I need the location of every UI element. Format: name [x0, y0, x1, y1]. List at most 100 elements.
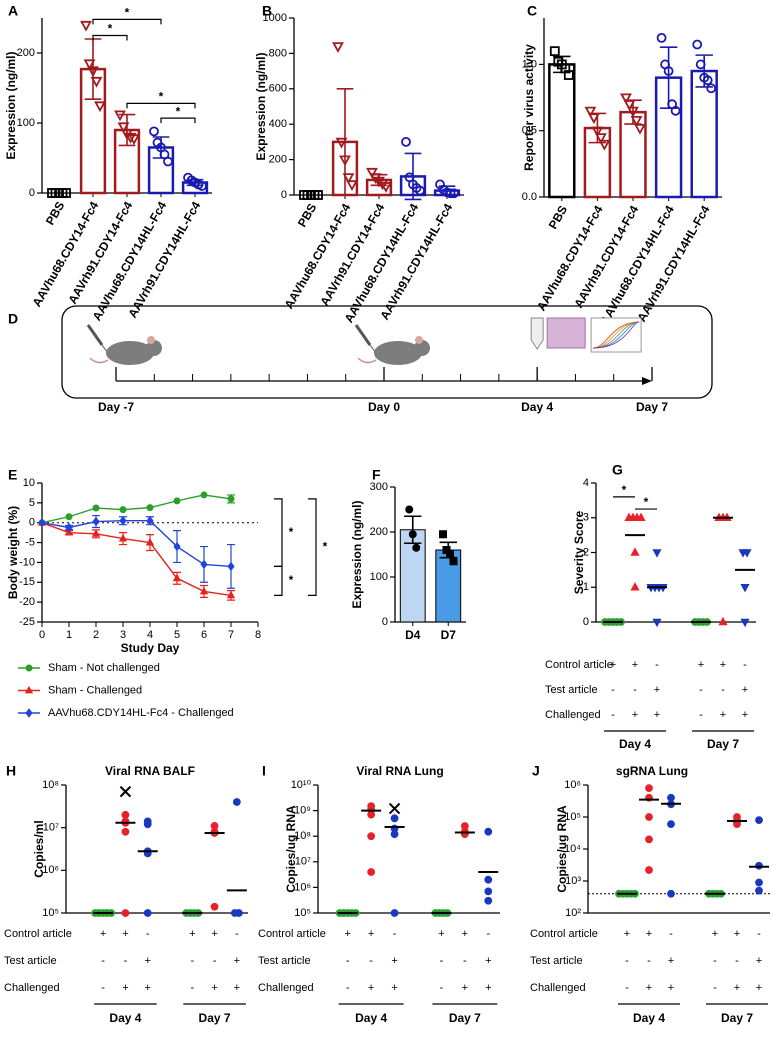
marker [367, 868, 376, 876]
x-tick-label: 2 [93, 629, 99, 641]
y-tick-label: 300 [370, 481, 388, 493]
significance-bracket [274, 565, 283, 596]
significance-bracket [92, 18, 162, 25]
x-tick-label: 4 [147, 629, 153, 641]
y-tick-label: -5 [25, 536, 35, 548]
x-tick-label: PBS [295, 201, 319, 229]
panel-label: A [8, 3, 18, 19]
row-mark: - [713, 955, 717, 967]
y-tick-label: 10⁵ [42, 907, 59, 919]
x-tick-label: 8 [255, 629, 261, 641]
row-mark: + [742, 684, 748, 696]
marker [740, 618, 750, 628]
row-mark: + [368, 982, 374, 994]
row-mark: + [646, 982, 652, 994]
row-mark: - [655, 659, 659, 671]
row-mark: - [625, 955, 629, 967]
marker [143, 820, 152, 829]
timeline-label: Day 0 [368, 400, 400, 414]
marker [645, 813, 653, 821]
marker [143, 909, 152, 917]
marker [234, 909, 243, 917]
mouse-tail [357, 357, 377, 364]
marker [484, 887, 493, 896]
mouse-ear [415, 336, 423, 344]
row-mark: + [756, 955, 762, 967]
y-tick-label: 100 [17, 117, 35, 129]
chart-title: Viral RNA Lung [356, 764, 443, 778]
marker [652, 618, 662, 628]
y-tick-label: -25 [19, 616, 35, 628]
marker [663, 66, 674, 76]
chart-title: Viral RNA BALF [105, 764, 195, 778]
y-tick-label: 10 [23, 477, 35, 489]
row-label: Challenged [530, 982, 586, 994]
marker [630, 547, 640, 556]
y-tick-label: 1 [583, 581, 589, 593]
y-tick-label: 800 [269, 47, 287, 59]
marker [80, 20, 92, 32]
assay-curve [593, 321, 640, 349]
row-mark: - [699, 709, 703, 721]
timeline-label: Day 7 [636, 400, 668, 414]
marker [670, 105, 681, 116]
row-mark: + [654, 709, 660, 721]
marker [446, 550, 454, 559]
timeline-label: Day -7 [98, 400, 134, 414]
marker [667, 889, 675, 898]
series-line [41, 522, 232, 597]
y-tick-label: 0 [281, 189, 287, 201]
marker [117, 122, 130, 134]
row-mark: - [611, 709, 615, 721]
row-mark: - [440, 982, 444, 994]
marker [627, 106, 639, 118]
day-label: Day 4 [109, 1011, 141, 1025]
x-tick-label: PBS [546, 203, 570, 231]
y-tick-label: 1.0 [522, 58, 537, 70]
y-tick-label: 0.0 [522, 191, 537, 203]
marker [61, 188, 71, 198]
row-label: Control article [4, 928, 72, 940]
row-mark: - [190, 955, 194, 967]
row-mark: + [211, 982, 217, 994]
y-tick-label: 1000 [263, 12, 287, 24]
y-tick-label: 3 [583, 512, 589, 524]
marker [645, 835, 653, 844]
panel-label: G [612, 462, 623, 478]
marker [401, 136, 411, 147]
row-mark: - [101, 982, 105, 994]
y-tick-label: 200 [17, 47, 35, 59]
row-label: Control article [258, 928, 326, 940]
y-tick-label: 100 [370, 571, 388, 583]
marker [163, 156, 173, 167]
significance-label: * [125, 6, 130, 20]
significance-label: * [644, 495, 649, 509]
mouse-tail [89, 357, 109, 364]
marker [742, 549, 752, 558]
panel-label: E [8, 467, 17, 483]
marker [692, 39, 703, 50]
legend-label: Sham - Not challenged [48, 662, 160, 674]
y-tick-label: 10¹⁰ [291, 779, 312, 791]
row-mark: + [144, 982, 150, 994]
timeline-arrow [642, 377, 652, 385]
panel-label: B [262, 3, 272, 19]
row-mark: + [368, 928, 374, 940]
significance-label: * [323, 539, 328, 553]
marker [65, 513, 73, 521]
y-tick-label: 10⁶ [42, 864, 59, 876]
y-tick-label: 0 [29, 187, 35, 199]
marker [119, 506, 127, 514]
y-tick-label: -15 [19, 576, 35, 588]
x-tick-label: D7 [441, 628, 457, 642]
x-tick-label: 0 [39, 629, 45, 641]
y-axis-label: Copies/ml [32, 820, 46, 877]
x-tick-label: 7 [228, 629, 234, 641]
significance-bracket [274, 498, 283, 567]
marker [484, 875, 493, 884]
row-mark: + [742, 709, 748, 721]
marker [449, 188, 459, 199]
marker [740, 584, 750, 593]
marker [128, 134, 140, 146]
